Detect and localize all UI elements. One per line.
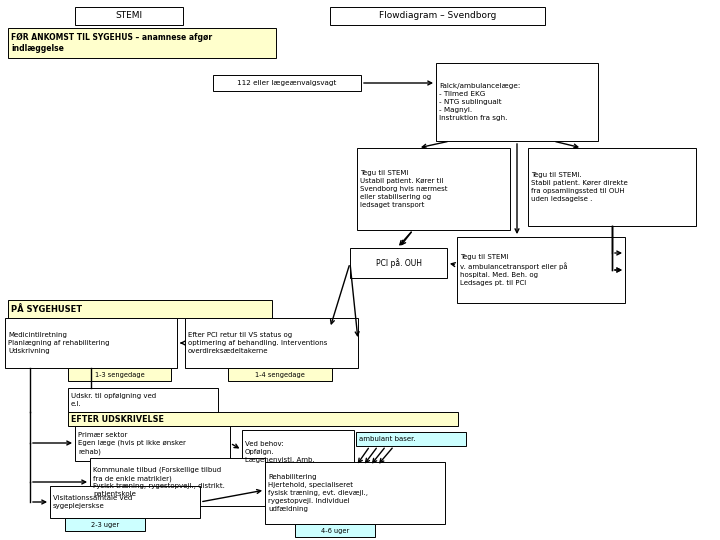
Bar [457, 237, 625, 303]
Bar [8, 300, 272, 318]
Text: 1-3 sengedage: 1-3 sengedage [94, 372, 145, 377]
Bar [350, 248, 447, 278]
Bar [356, 432, 466, 446]
Text: Tegu til STEMI
Ustabil patient. Kører til
Svendborg hvis nærmest
eller stabilise: Tegu til STEMI Ustabil patient. Kører ti… [360, 171, 448, 207]
Bar [330, 7, 545, 25]
Bar [90, 458, 265, 506]
Bar [357, 148, 510, 230]
Text: Primær sektor
Egen læge (hvis pt ikke ønsker
rehab): Primær sektor Egen læge (hvis pt ikke øn… [78, 432, 186, 455]
Text: Medicintilretning
Planlægning af rehabilitering
Udskrivning: Medicintilretning Planlægning af rehabil… [8, 332, 109, 354]
Bar [68, 368, 171, 381]
Text: FØR ANKOMST TIL SYGEHUS – anamnese afgør
indlæggelse: FØR ANKOMST TIL SYGEHUS – anamnese afgør… [11, 33, 212, 53]
Text: STEMI: STEMI [115, 11, 143, 21]
Bar [265, 462, 445, 524]
Text: Kommunale tilbud (Forskellige tilbud
fra de enkle matrikler)
Fysisk træning, ryg: Kommunale tilbud (Forskellige tilbud fra… [93, 467, 225, 497]
Bar [213, 75, 361, 91]
Text: Falck/ambulancelæge:
- Tilmed EKG
- NTG sublingualt
- Magnyl.
Instruktion fra sg: Falck/ambulancelæge: - Tilmed EKG - NTG … [439, 83, 521, 121]
Text: PCI på. OUH: PCI på. OUH [376, 258, 421, 268]
Bar [242, 430, 354, 474]
Text: EFTER UDSKRIVELSE: EFTER UDSKRIVELSE [71, 415, 164, 423]
Text: 1-4 sengedage: 1-4 sengedage [255, 372, 305, 377]
Bar [75, 426, 230, 461]
Bar [436, 63, 598, 141]
Text: Rehabilitering
Hjertehold, specialiseret
fysisk træning, evt. dievæjl.,
rygestop: Rehabilitering Hjertehold, specialiseret… [268, 475, 368, 511]
Bar [50, 486, 200, 518]
Text: Udskr. til opfølgning ved
e.l.: Udskr. til opfølgning ved e.l. [71, 393, 156, 407]
Text: Visitationssamtale ved
sygeplejerskse: Visitationssamtale ved sygeplejerskse [53, 495, 132, 509]
Bar [65, 518, 145, 531]
Bar [68, 412, 458, 426]
Bar [68, 388, 218, 412]
Text: ambulant baser.: ambulant baser. [359, 436, 415, 442]
Text: Ved behov:
Opfølgn.
Lægehenvistl. Amb.: Ved behov: Opfølgn. Lægehenvistl. Amb. [245, 441, 315, 463]
Text: Tegu til STEMI
v. ambulancetransport eller på
hospital. Med. Beh. og
Ledsages pt: Tegu til STEMI v. ambulancetransport ell… [460, 254, 567, 286]
Text: Efter PCI retur til VS status og
optimering af behandling. Interventions
overdir: Efter PCI retur til VS status og optimer… [188, 332, 328, 354]
Bar [528, 148, 696, 226]
Bar [295, 524, 375, 537]
Text: 112 eller lægeænvalgsvagt: 112 eller lægeænvalgsvagt [238, 80, 337, 86]
Text: 4-6 uger: 4-6 uger [321, 528, 349, 534]
Bar [5, 318, 177, 368]
Text: PÅ SYGEHUSET: PÅ SYGEHUSET [11, 305, 82, 314]
Bar [228, 368, 332, 381]
Text: Flowdiagram – Svendborg: Flowdiagram – Svendborg [379, 11, 496, 21]
Bar [185, 318, 358, 368]
Bar [75, 7, 183, 25]
Text: Tegu til STEMI.
Stabil patient. Kører direkte
fra opsamlingssted til OUH
uden le: Tegu til STEMI. Stabil patient. Kører di… [531, 172, 628, 201]
Text: 2-3 uger: 2-3 uger [91, 522, 119, 528]
Bar [8, 28, 276, 58]
